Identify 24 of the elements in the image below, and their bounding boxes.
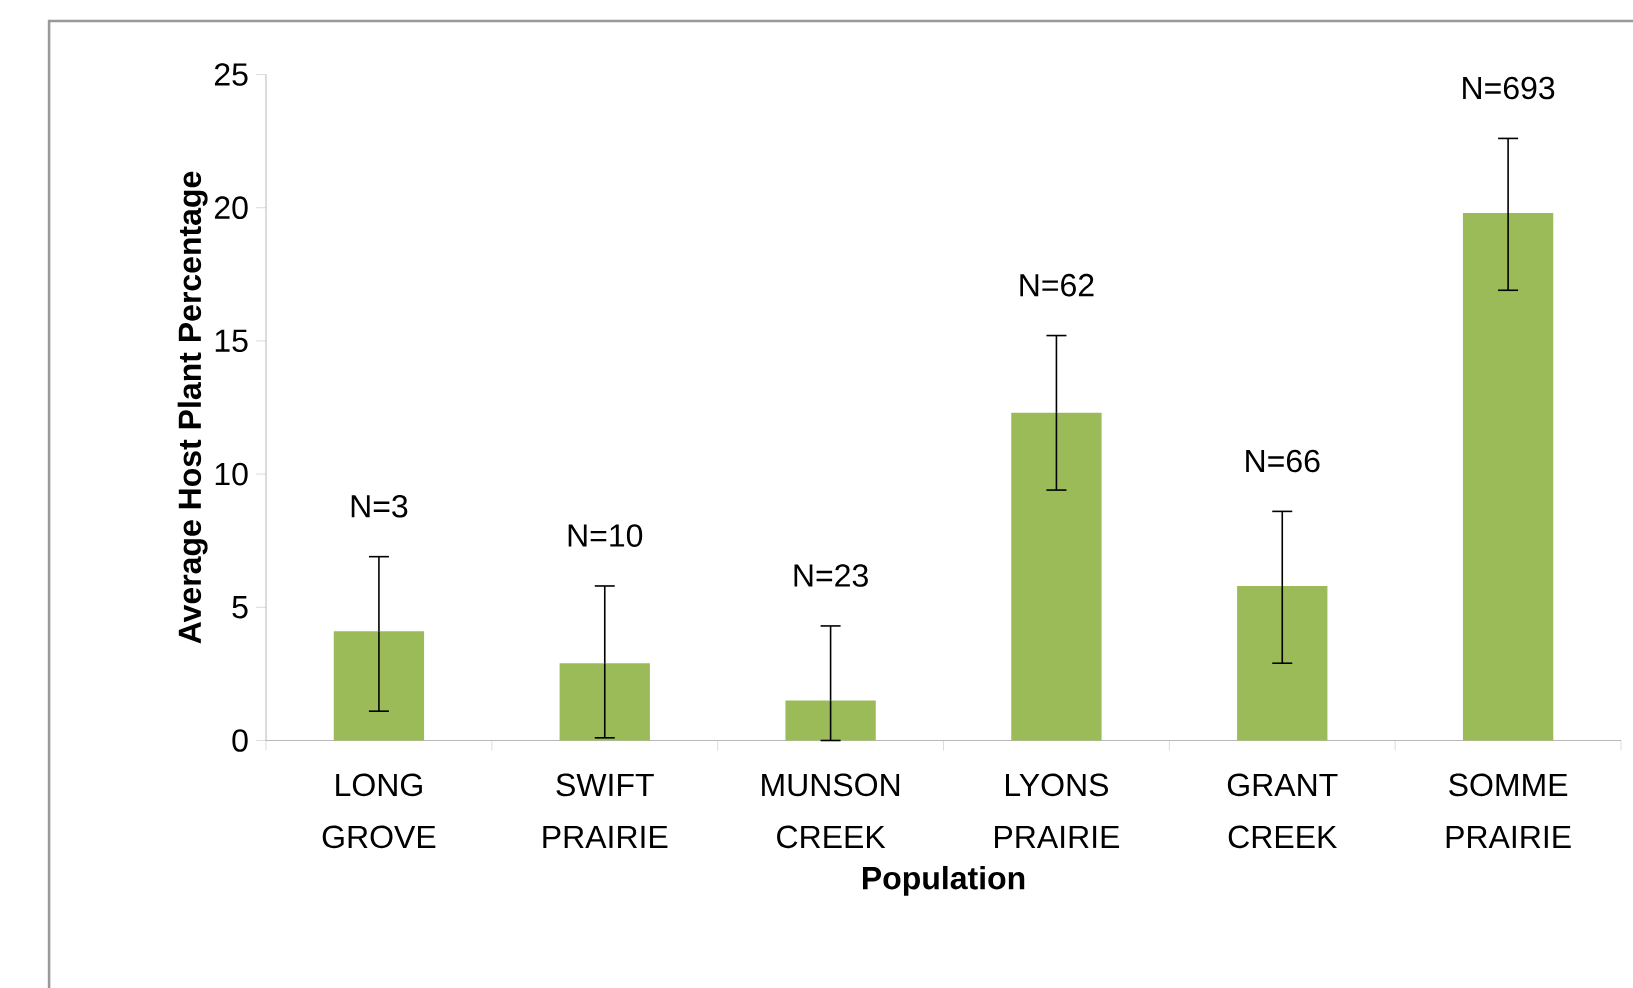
bar [1011,412,1102,741]
annotation: N=10 [568,524,643,547]
annotation: N=66 [1246,449,1320,473]
x-tick-label: SWIFT PRAIRIE [543,773,668,848]
y-tick-label: 20 [214,196,248,220]
bar [1237,585,1328,741]
x-axis-title: Population [862,865,1025,896]
annotation: N=62 [1020,273,1094,297]
y-tick-label: 15 [215,329,248,353]
annotation: N=23 [794,564,868,587]
x-tick-label: LYONS PRAIRIE [995,773,1120,848]
y-axis-title: Average Host Plant Percentage [177,171,208,644]
x-tick-label: MUNSON CREEK [762,773,900,849]
x-tick-label: GRANT CREEK [1227,773,1338,849]
x-tick-label: SOMME PRAIRIE [1446,773,1571,848]
y-tick-label: 5 [232,596,248,619]
annotation: N=693 [1463,76,1555,100]
y-tick-label: 0 [232,729,248,752]
bar [785,700,876,741]
x-tick-label: LONG GROVE [322,773,436,849]
annotation: N=3 [351,494,408,518]
y-tick-label: 10 [215,462,248,486]
bar [1462,213,1554,741]
y-tick-label: 25 [214,63,248,86]
